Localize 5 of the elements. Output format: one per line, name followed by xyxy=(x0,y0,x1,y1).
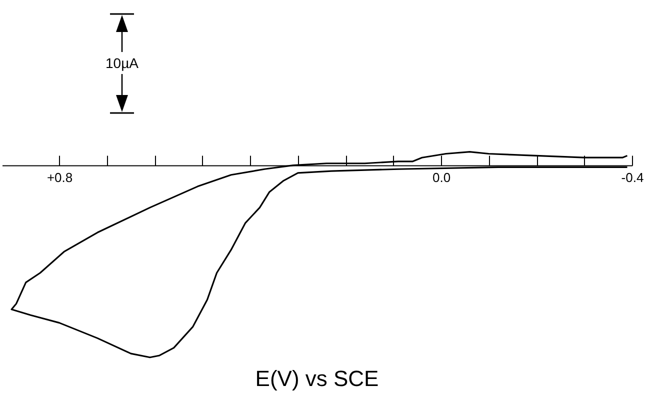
text: 10µA xyxy=(106,55,140,71)
x-tick-label: -0.4 xyxy=(621,170,644,185)
x-tick-label: 0.0 xyxy=(432,170,451,185)
x-tick-label: +0.8 xyxy=(46,170,73,185)
x-axis-title: E(V) vs SCE xyxy=(255,366,379,391)
